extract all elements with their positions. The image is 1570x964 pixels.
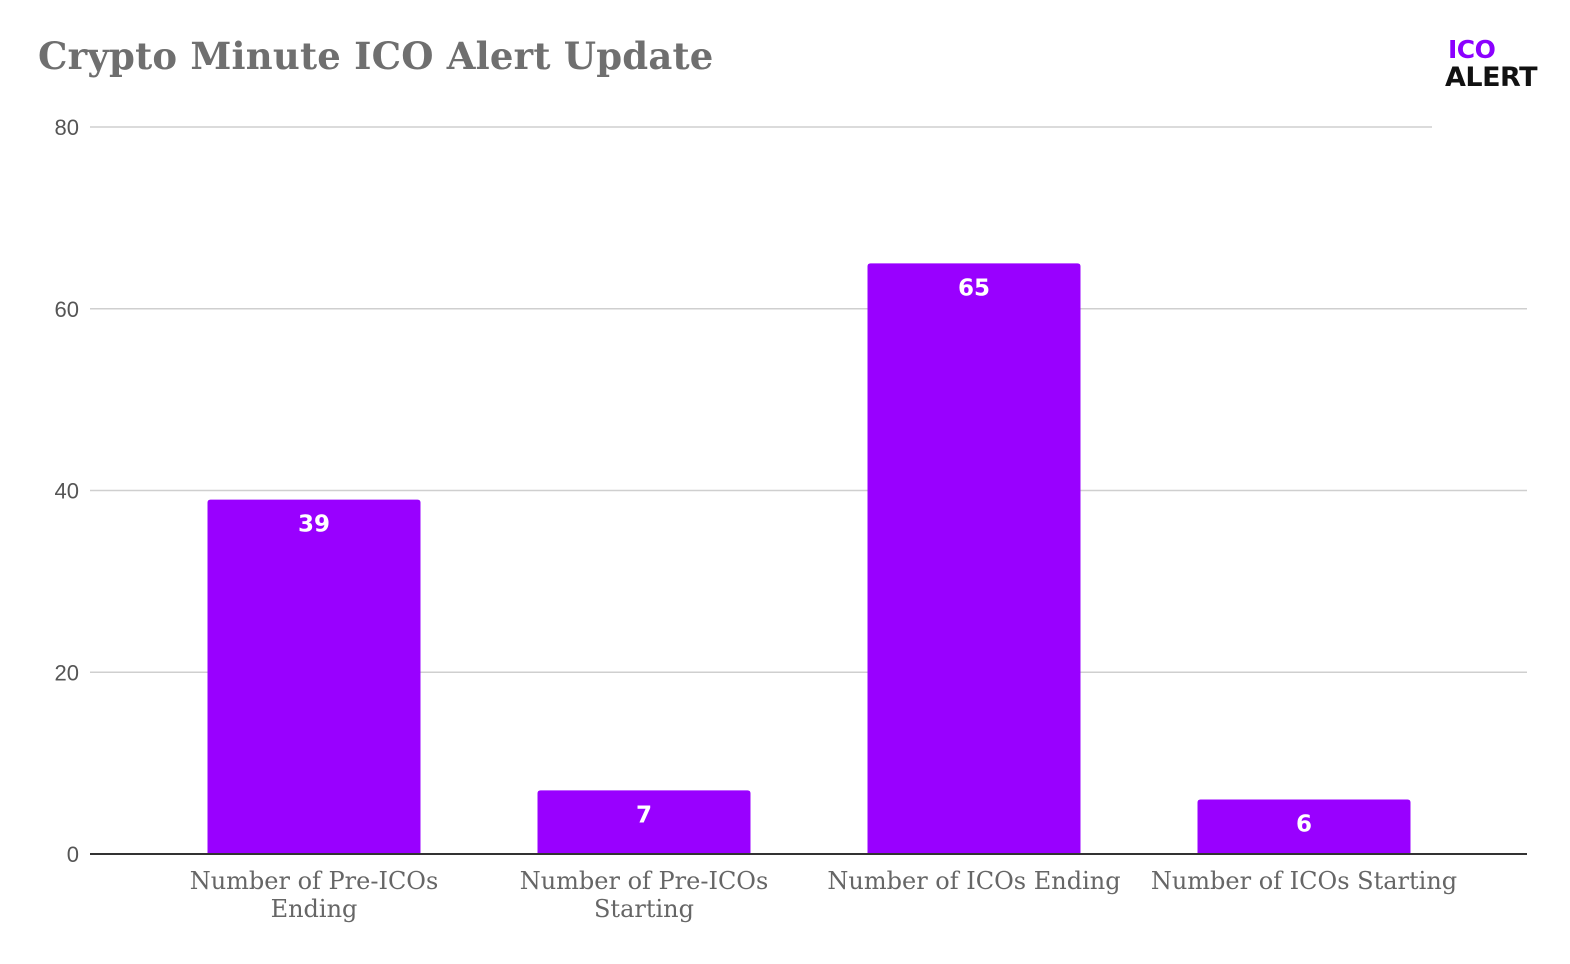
category-label: Number of ICOs Starting (1151, 867, 1457, 895)
category-label: Number of Pre-ICOs Starting (520, 867, 769, 923)
data-labels: 39 7 65 6 (298, 275, 1312, 837)
y-tick-label: 80 (55, 115, 79, 140)
y-tick-label: 0 (67, 842, 79, 867)
chart-title: Crypto Minute ICO Alert Update (38, 34, 714, 78)
y-tick-label: 40 (55, 479, 79, 504)
bar (537, 790, 751, 854)
category-label: Number of Pre-ICOs Ending (190, 867, 439, 923)
category-label-line: Starting (594, 895, 694, 923)
bar (1197, 799, 1411, 854)
ico-alert-logo: ICO ALERT (1443, 36, 1555, 96)
category-label-line: Number of ICOs Starting (1151, 867, 1457, 895)
category-label-line: Number of Pre-ICOs (520, 867, 769, 895)
category-label: Number of ICOs Ending (827, 867, 1120, 895)
category-label-line: Number of Pre-ICOs (190, 867, 439, 895)
bars (207, 263, 1411, 854)
category-label-line: Ending (271, 895, 358, 923)
y-tick-label: 60 (55, 297, 79, 322)
logo-line-ico: ICO (1448, 35, 1496, 64)
data-label: 39 (298, 512, 330, 538)
y-axis-ticks: 0 20 40 60 80 (55, 115, 79, 867)
logo-line-alert: ALERT (1445, 62, 1538, 93)
data-label: 7 (636, 802, 652, 828)
y-tick-label: 20 (55, 660, 79, 685)
data-label: 6 (1296, 811, 1312, 837)
bar (867, 263, 1081, 854)
data-label: 65 (958, 275, 990, 301)
category-label-line: Number of ICOs Ending (827, 867, 1120, 895)
bar (207, 499, 421, 854)
